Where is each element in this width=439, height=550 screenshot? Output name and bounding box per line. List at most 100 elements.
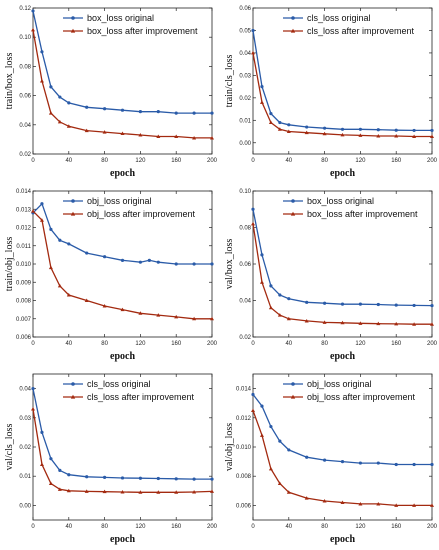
data-point-original <box>305 125 309 129</box>
data-point-original <box>58 238 62 242</box>
data-point-improved <box>138 490 143 494</box>
data-point-original <box>103 475 107 479</box>
data-point-original <box>31 9 35 13</box>
data-point-improved <box>251 50 255 55</box>
y-tick-label: 0.006 <box>236 503 252 509</box>
data-point-original <box>394 303 398 307</box>
x-axis-label: epoch <box>110 351 135 362</box>
y-tick-label: 0.06 <box>239 262 251 268</box>
y-axis-label: val/cls_loss <box>4 424 15 471</box>
legend-swatch-marker <box>71 199 75 203</box>
data-point-improved <box>322 320 327 324</box>
y-tick-label: 0.010 <box>16 262 32 268</box>
x-tick-label: 80 <box>321 341 328 347</box>
data-point-improved <box>430 503 434 507</box>
x-tick-label: 40 <box>65 341 72 347</box>
data-point-original <box>40 50 44 54</box>
data-point-improved <box>31 209 35 213</box>
series-line-original <box>32 388 212 480</box>
series-line-original <box>252 394 432 466</box>
data-point-improved <box>322 131 327 136</box>
data-point-improved <box>138 311 143 315</box>
x-tick-label: 0 <box>251 524 255 530</box>
data-point-improved <box>138 133 143 137</box>
data-point-improved <box>358 501 363 506</box>
data-point-improved <box>430 322 434 326</box>
data-point-improved <box>394 503 399 507</box>
data-point-improved <box>210 316 214 321</box>
data-point-improved <box>57 487 62 491</box>
series-line-improved <box>32 408 213 493</box>
y-tick-label: 0.03 <box>19 416 31 422</box>
data-point-improved <box>192 316 197 321</box>
chart-panel-val-obj-loss: 0 40 80 120 160 200 0.006 0.008 0.010 0.012 0.014 e… <box>220 366 439 549</box>
data-point-improved <box>156 134 161 138</box>
data-point-improved <box>66 488 71 493</box>
y-tick-label: 0.006 <box>16 335 32 341</box>
chart-svg: 0 40 80 120 160 200 0.00 0.01 0.02 0.03 0.04 epoch v… <box>4 373 218 545</box>
y-axis-label: train/obj_loss <box>4 237 15 292</box>
y-tick-label: 0.10 <box>19 35 31 41</box>
data-point-improved <box>259 433 264 437</box>
data-point-improved <box>268 120 273 125</box>
data-point-original <box>67 242 71 246</box>
y-tick-label: 0.012 <box>236 416 252 422</box>
data-point-original <box>58 95 62 99</box>
data-point-improved <box>84 128 89 133</box>
y-tick-label: 0.014 <box>236 387 252 393</box>
data-point-improved <box>102 489 107 494</box>
y-tick-label: 0.007 <box>16 317 32 323</box>
y-tick-label: 0.08 <box>19 64 31 70</box>
data-point-original <box>376 128 380 132</box>
data-point-improved <box>66 124 71 128</box>
x-tick-label: 80 <box>321 158 328 164</box>
y-tick-label: 0.01 <box>239 118 251 124</box>
y-axis-label: train/cls_loss <box>224 55 235 108</box>
data-point-improved <box>156 490 161 494</box>
x-axis-label: epoch <box>330 351 355 362</box>
x-tick-label: 80 <box>321 524 328 530</box>
data-point-improved <box>340 132 345 137</box>
data-point-improved <box>322 499 327 503</box>
plot-frame <box>252 7 433 155</box>
x-tick-label: 0 <box>31 524 35 530</box>
x-tick-label: 40 <box>285 341 292 347</box>
data-point-original <box>376 461 380 465</box>
data-point-original <box>138 110 142 114</box>
y-tick-label: 0.05 <box>239 28 251 34</box>
chart-panel-train-obj-loss: 0 40 80 120 160 200 0.006 0.007 0.008 0.009 0.010 0… <box>0 183 219 366</box>
legend-label: box_loss after improvement <box>87 26 198 36</box>
data-point-improved <box>120 131 125 136</box>
chart-svg: 0 40 80 120 160 200 0.00 0.01 0.02 0.03 0.04 0.05 0.… <box>224 6 438 179</box>
x-tick-label: 120 <box>135 341 146 347</box>
data-point-original <box>260 85 264 89</box>
y-tick-label: 0.04 <box>239 299 251 305</box>
data-point-improved <box>430 134 434 138</box>
data-point-improved <box>286 490 291 494</box>
legend-swatch-marker <box>290 394 296 399</box>
x-tick-label: 40 <box>65 524 72 530</box>
x-tick-label: 0 <box>31 158 35 164</box>
y-tick-label: 0.06 <box>239 6 251 12</box>
x-axis-label: epoch <box>110 168 135 179</box>
x-tick-label: 200 <box>427 524 438 530</box>
data-point-improved <box>48 111 53 115</box>
data-point-original <box>287 297 291 301</box>
x-tick-label: 200 <box>207 524 218 530</box>
series-line-improved <box>252 223 432 325</box>
data-point-original <box>210 477 214 481</box>
y-axis-label: train/box_loss <box>4 53 15 110</box>
data-point-original <box>210 262 214 266</box>
x-tick-label: 80 <box>101 524 108 530</box>
x-axis-label: epoch <box>110 534 135 545</box>
y-tick-label: 0.04 <box>19 387 31 393</box>
chart-panel-train-cls-loss: 0 40 80 120 160 200 0.00 0.01 0.02 0.03 0.04 0.05 0.… <box>220 0 439 183</box>
x-tick-label: 0 <box>31 341 35 347</box>
data-point-original <box>394 462 398 467</box>
y-tick-label: 0.008 <box>16 299 32 305</box>
legend-swatch-marker <box>291 16 295 20</box>
data-point-improved <box>340 500 345 504</box>
data-point-improved <box>304 496 309 500</box>
data-point-original <box>287 123 291 127</box>
plot-frame <box>32 7 213 155</box>
